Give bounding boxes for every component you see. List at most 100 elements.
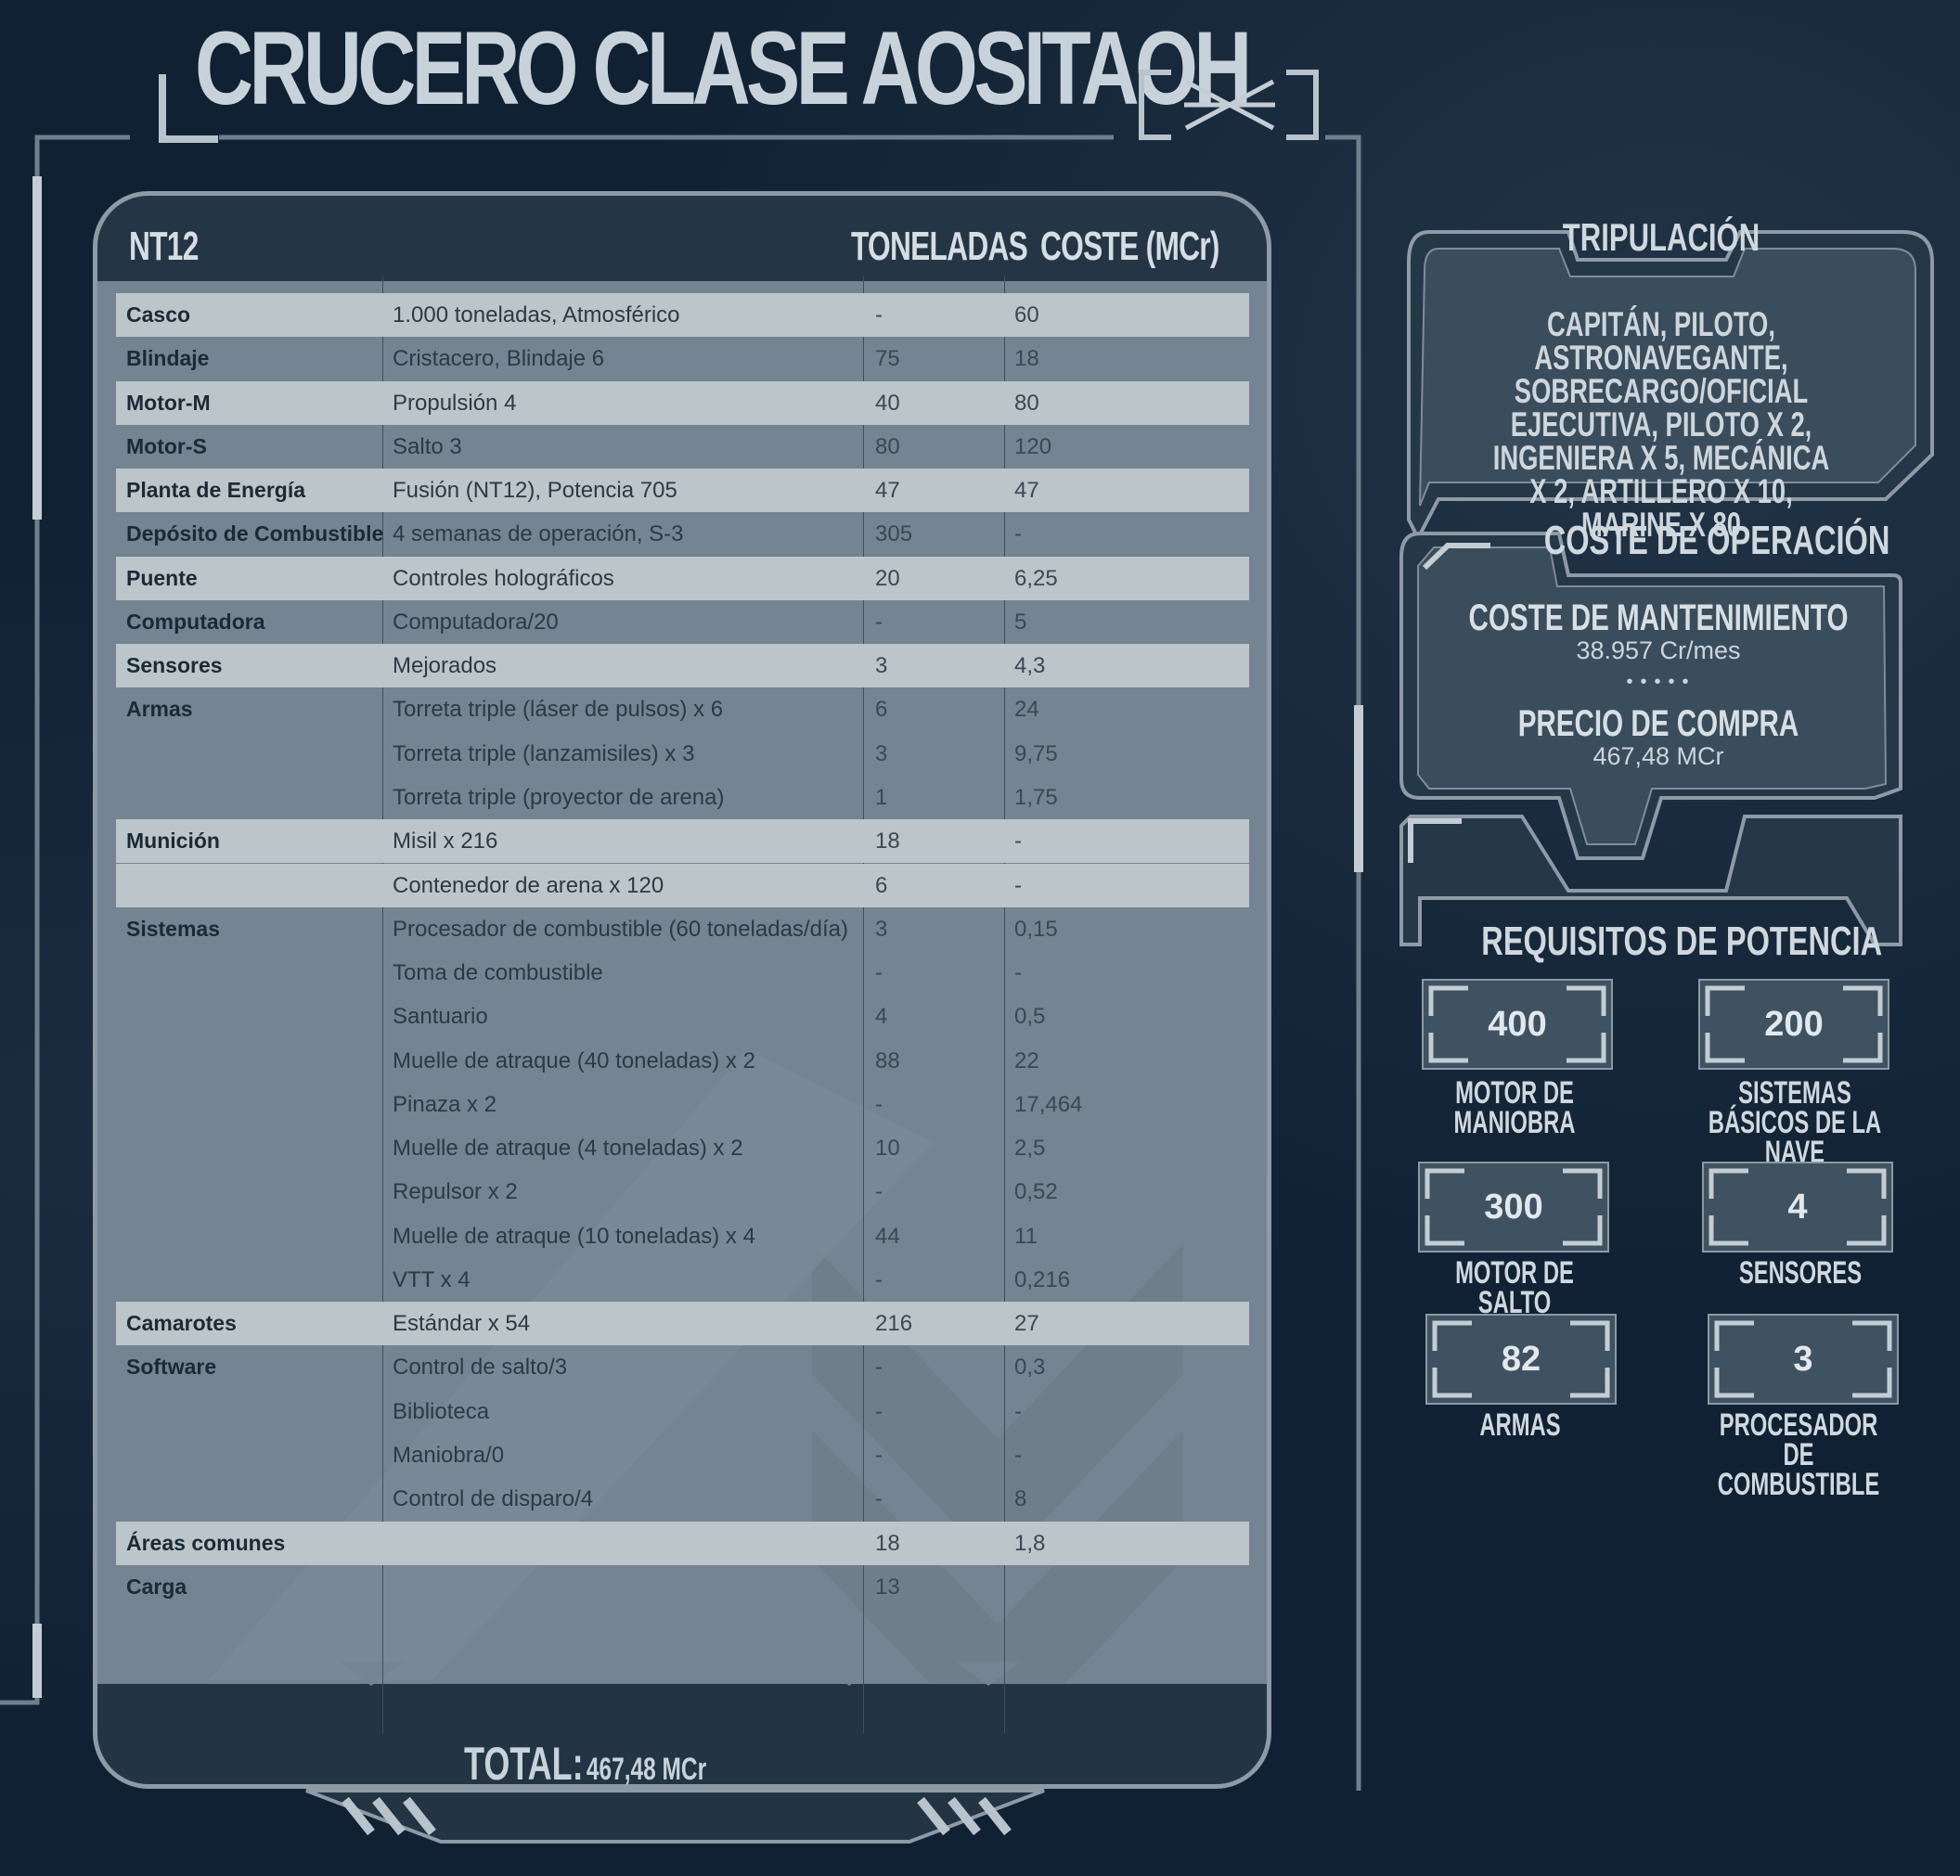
power-label: SENSORES xyxy=(1738,1255,1863,1291)
row-tons: 20 xyxy=(875,566,900,591)
table-row: Biblioteca - - xyxy=(116,1390,1249,1433)
power-value-box: 82 xyxy=(1425,1314,1617,1405)
tech-level-label: NT12 xyxy=(129,224,199,269)
row-item: Control de disparo/4 xyxy=(393,1486,594,1511)
total-cost: TOTAL: 467,48 MCr xyxy=(464,1737,798,1791)
total-value: 467,48 MCr xyxy=(586,1752,707,1787)
row-tons: - xyxy=(875,1443,883,1468)
row-name: Munición xyxy=(126,829,220,853)
table-row: Computadora Computadora/20 - 5 xyxy=(116,600,1249,644)
power-value: 3 xyxy=(1793,1340,1813,1379)
row-name: Depósito de Combustible xyxy=(126,521,384,546)
row-tons: - xyxy=(875,1092,883,1117)
row-cost: 2,5 xyxy=(1014,1136,1046,1161)
row-item: Salto 3 xyxy=(393,434,462,459)
column-divider-3 xyxy=(1004,276,1005,1733)
row-item: Torreta triple (lanzamisiles) x 3 xyxy=(393,741,695,766)
power-value-box: 4 xyxy=(1702,1162,1893,1253)
purchase-value: 467,48 MCr xyxy=(1592,742,1724,770)
row-item: Contenedor de arena x 120 xyxy=(393,873,664,898)
row-cost: 0,5 xyxy=(1014,1004,1046,1029)
row-name: Motor-M xyxy=(126,391,211,415)
row-tons: - xyxy=(875,1399,883,1424)
table-row: Pinaza x 2 - 17,464 xyxy=(116,1083,1249,1126)
row-tons: 47 xyxy=(875,478,900,503)
table-row: Toma de combustible - - xyxy=(116,951,1249,995)
row-item: Propulsión 4 xyxy=(393,391,517,416)
row-tons: 216 xyxy=(875,1311,913,1336)
table-header: NT12 TONELADAS COSTE (MCr) xyxy=(97,196,1267,281)
row-cost: 0,216 xyxy=(1014,1267,1071,1292)
row-cost: 0,52 xyxy=(1014,1179,1058,1204)
row-name: Blindaje xyxy=(126,346,210,370)
table-row: Control de disparo/4 - 8 xyxy=(116,1477,1249,1521)
row-tons: 75 xyxy=(875,346,900,371)
row-item: Pinaza x 2 xyxy=(393,1092,497,1117)
row-item: Torreta triple (proyector de arena) xyxy=(393,785,725,810)
table-row: Blindaje Cristacero, Blindaje 6 75 18 xyxy=(116,337,1249,380)
table-footer xyxy=(97,1684,1267,1784)
table-row: Camarotes Estándar x 54 216 27 xyxy=(116,1302,1249,1345)
box-corner-brackets xyxy=(1425,1168,1603,1246)
row-name: Sistemas xyxy=(126,917,221,941)
box-corner-brackets xyxy=(1714,1320,1892,1398)
tons-column-header: TONELADAS xyxy=(851,224,1028,269)
row-name: Computadora xyxy=(126,610,265,634)
row-item: Mejorados xyxy=(393,653,497,678)
row-tons: 6 xyxy=(875,697,888,722)
total-label: TOTAL: xyxy=(464,1738,584,1790)
table-row: Santuario 4 0,5 xyxy=(116,995,1249,1038)
box-corner-brackets xyxy=(1709,1168,1887,1246)
table-row: Armas Torreta triple (láser de pulsos) x … xyxy=(116,687,1249,731)
row-tons: - xyxy=(875,610,883,635)
row-cost: 0,3 xyxy=(1014,1355,1046,1380)
row-item: Controles holográficos xyxy=(393,566,614,591)
column-divider-1 xyxy=(382,276,383,1733)
row-name: Casco xyxy=(126,302,191,327)
row-name: Sensores xyxy=(126,653,223,677)
power-value-box: 300 xyxy=(1418,1162,1609,1253)
row-cost: 47 xyxy=(1014,478,1039,503)
row-tons: 305 xyxy=(875,521,913,546)
row-cost: - xyxy=(1014,1443,1022,1468)
row-cost: 24 xyxy=(1014,697,1039,722)
row-tons: 6 xyxy=(875,873,888,898)
row-tons: 3 xyxy=(875,917,888,942)
table-row: Motor-M Propulsión 4 40 80 xyxy=(116,381,1249,425)
row-item: VTT x 4 xyxy=(393,1267,471,1292)
row-name: Motor-S xyxy=(126,434,207,458)
row-item: Misil x 216 xyxy=(393,829,498,854)
row-item: Muelle de atraque (4 toneladas) x 2 xyxy=(393,1136,743,1161)
table-row: Sensores Mejorados 3 4,3 xyxy=(116,644,1249,687)
table-row: VTT x 4 - 0,216 xyxy=(116,1258,1249,1302)
row-tons: - xyxy=(875,1267,883,1292)
power-label: SISTEMAS BÁSICOS DE LA NAVE xyxy=(1708,1075,1882,1170)
row-name: Carga xyxy=(126,1574,187,1599)
table-row: Áreas comunes 18 1,8 xyxy=(116,1522,1249,1565)
row-item: Muelle de atraque (40 toneladas) x 2 xyxy=(393,1048,755,1073)
row-item: 4 semanas de operación, S-3 xyxy=(393,521,684,546)
row-item: Maniobra/0 xyxy=(393,1443,505,1468)
row-cost: - xyxy=(1014,521,1022,546)
row-tons: - xyxy=(875,1355,883,1380)
row-cost: 6,25 xyxy=(1014,566,1058,591)
row-tons: 18 xyxy=(875,1531,900,1556)
power-value-box: 400 xyxy=(1422,979,1613,1070)
row-tons: 40 xyxy=(875,391,900,416)
row-cost: 80 xyxy=(1014,391,1039,416)
row-cost: 18 xyxy=(1014,346,1039,371)
row-tons: 80 xyxy=(875,434,900,459)
table-row: Repulsor x 2 - 0,52 xyxy=(116,1170,1249,1214)
row-tons: 1 xyxy=(875,785,888,810)
row-cost: - xyxy=(1014,1399,1022,1424)
table-row: Contenedor de arena x 120 6 - xyxy=(116,864,1249,907)
power-label: MOTOR DE SALTO xyxy=(1455,1255,1574,1320)
power-title: REQUISITOS DE POTENCIA xyxy=(1481,919,1883,964)
row-item: Procesador de combustible (60 toneladas/… xyxy=(393,917,848,942)
power-label: MOTOR DE MANIOBRA xyxy=(1453,1075,1576,1140)
maintenance-value: 38.957 Cr/mes xyxy=(1576,636,1741,664)
row-cost: - xyxy=(1014,873,1022,898)
table-row: Maniobra/0 - - xyxy=(116,1433,1249,1477)
